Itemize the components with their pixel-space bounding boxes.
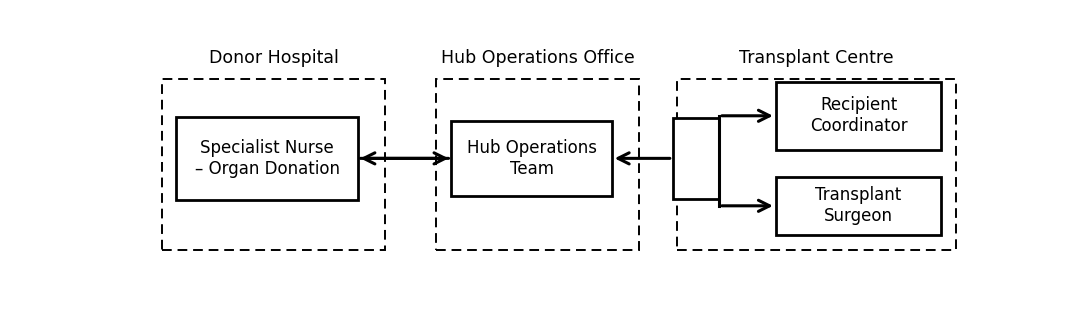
Text: Hub Operations Office: Hub Operations Office	[440, 49, 634, 67]
Text: Transplant
Surgeon: Transplant Surgeon	[815, 186, 901, 225]
Bar	[161, 79, 386, 250]
Bar	[451, 121, 611, 196]
Text: Hub Operations
Team: Hub Operations Team	[467, 139, 596, 178]
Bar	[776, 82, 941, 150]
Bar	[776, 177, 941, 235]
Text: Transplant Centre: Transplant Centre	[739, 49, 894, 67]
Text: Specialist Nurse
– Organ Donation: Specialist Nurse – Organ Donation	[195, 139, 340, 178]
Text: Recipient
Coordinator: Recipient Coordinator	[810, 96, 907, 135]
Bar	[677, 79, 956, 250]
Bar	[177, 117, 358, 200]
Bar	[673, 118, 719, 198]
Bar	[436, 79, 639, 250]
Text: Donor Hospital: Donor Hospital	[208, 49, 339, 67]
